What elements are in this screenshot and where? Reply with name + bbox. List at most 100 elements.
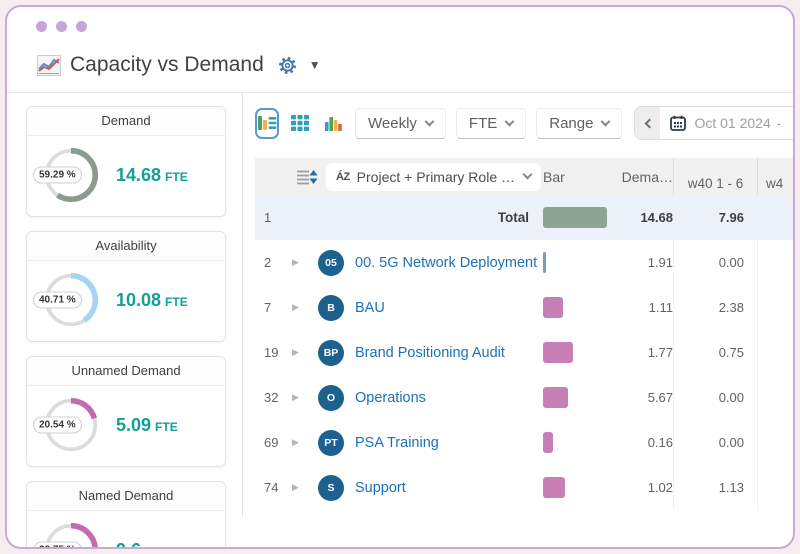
row-number: 69 [255, 420, 292, 465]
window-dot-icon[interactable] [76, 21, 87, 32]
project-badge: S [318, 475, 344, 501]
project-badge: O [318, 385, 344, 411]
demand-value: 1.02 [615, 465, 673, 510]
column-header-week41[interactable]: w4 [757, 158, 793, 195]
table-row[interactable]: 32 ▶ O Operations 5.67 0.00 [255, 375, 793, 420]
percent-badge: 38.75 % [33, 542, 82, 550]
percent-badge: 59.29 % [33, 167, 82, 184]
row-number: 32 [255, 375, 292, 420]
project-badge: BP [318, 340, 344, 366]
range-start-date[interactable]: Oct 01 2024 [694, 115, 770, 131]
project-link[interactable]: Support [355, 480, 406, 496]
demand-value: 1.77 [615, 330, 673, 375]
week40-value: 0.00 [673, 375, 757, 420]
table-header: ÁZ Project + Primary Role +… Bar Dema… w… [255, 158, 793, 195]
range-select-value: Range [549, 115, 593, 132]
table-row[interactable]: 69 ▶ PT PSA Training 0.16 0.00 [255, 420, 793, 465]
group-by-dropdown[interactable]: ÁZ Project + Primary Role +… [326, 163, 541, 191]
demand-donut-chart: 59.29 % [43, 147, 99, 203]
demand-bar [543, 432, 553, 453]
view-toggle-grid-button[interactable] [289, 108, 312, 139]
row-number: 19 [255, 330, 292, 375]
table-row-total[interactable]: 1 Total 14.68 7.96 [255, 195, 793, 240]
unnamed-demand-donut-chart: 20.54 % [43, 397, 99, 453]
week40-value: 7.96 [673, 195, 757, 240]
table-row[interactable]: 7 ▶ B BAU 1.11 2.38 [255, 285, 793, 330]
expand-caret-icon[interactable]: ▶ [292, 482, 299, 493]
view-toggle-table-chart-button[interactable] [255, 108, 279, 139]
expand-caret-icon[interactable]: ▶ [292, 302, 299, 313]
expand-caret-icon[interactable]: ▶ [292, 257, 299, 268]
availability-donut-chart: 40.71 % [43, 272, 99, 328]
summary-card-availability: Availability 40.71 % 10.08FTE [26, 231, 226, 342]
column-header-bar[interactable]: Bar [543, 158, 615, 195]
card-title: Availability [27, 232, 225, 261]
row-number: 7 [255, 285, 292, 330]
range-separator: - [771, 116, 787, 131]
range-select[interactable]: Range [536, 108, 622, 139]
demand-bar [543, 387, 568, 408]
date-range-picker[interactable]: Oct 01 2024 - No [634, 106, 795, 140]
demand-value: 1.11 [615, 285, 673, 330]
project-link[interactable]: Brand Positioning Audit [355, 345, 505, 361]
calendar-icon [670, 115, 686, 131]
expand-caret-icon[interactable]: ▶ [292, 437, 299, 448]
fte-value: 10.08FTE [116, 290, 188, 311]
settings-gear-icon[interactable] [277, 55, 298, 76]
content-area: Demand 59.29 % 14.68FTE Availability 40.… [7, 93, 793, 516]
demand-bar [543, 477, 565, 498]
percent-badge: 20.54 % [33, 417, 82, 434]
sort-order-icon[interactable] [296, 169, 318, 185]
unit-select[interactable]: FTE [456, 108, 526, 139]
column-header-demand[interactable]: Dema… [615, 158, 673, 195]
project-badge: 05 [318, 250, 344, 276]
table-row[interactable]: 2 ▶ 05 00. 5G Network Deployment 1.91 0.… [255, 240, 793, 285]
row-number: 1 [255, 195, 292, 240]
interval-select[interactable]: Weekly [355, 108, 446, 139]
card-title: Named Demand [27, 482, 225, 511]
named-demand-donut-chart: 38.75 % [43, 522, 99, 549]
line-chart-icon [37, 55, 61, 76]
summary-sidebar: Demand 59.29 % 14.68FTE Availability 40.… [7, 93, 243, 516]
demand-value: 1.91 [615, 240, 673, 285]
demand-bar [543, 342, 573, 363]
week40-value: 0.75 [673, 330, 757, 375]
fte-value: 14.68FTE [116, 165, 188, 186]
project-link[interactable]: 00. 5G Network Deployment [355, 255, 537, 271]
title-bar: Capacity vs Demand ▼ [7, 32, 793, 92]
total-bar [543, 207, 607, 228]
card-title: Demand [27, 107, 225, 136]
expand-caret-icon[interactable]: ▶ [292, 392, 299, 403]
view-toggle-bar-chart-button[interactable] [322, 108, 345, 139]
column-header-week40[interactable]: w40 1 - 6 [673, 158, 757, 195]
chevron-down-icon [522, 170, 532, 180]
table-row[interactable]: 19 ▶ BP Brand Positioning Audit 1.77 0.7… [255, 330, 793, 375]
chevron-left-icon [645, 118, 655, 128]
project-link[interactable]: BAU [355, 300, 385, 316]
demand-value: 0.16 [615, 420, 673, 465]
previous-period-button[interactable] [635, 107, 660, 139]
row-number: 74 [255, 465, 292, 510]
view-toolbar: Weekly FTE Range [255, 106, 793, 140]
project-badge: B [318, 295, 344, 321]
dropdown-caret-icon[interactable]: ▼ [309, 58, 321, 72]
demand-value: 14.68 [615, 195, 673, 240]
project-link[interactable]: Operations [355, 390, 426, 406]
table-row[interactable]: 74 ▶ S Support 1.02 1.13 [255, 465, 793, 510]
unit-select-value: FTE [469, 115, 497, 132]
week40-value: 0.00 [673, 240, 757, 285]
card-title: Unnamed Demand [27, 357, 225, 386]
window-dot-icon[interactable] [56, 21, 67, 32]
page-title: Capacity vs Demand [70, 53, 264, 77]
demand-bar [543, 297, 563, 318]
summary-card-named-demand: Named Demand 38.75 % 9.6FTE [26, 481, 226, 549]
row-number: 2 [255, 240, 292, 285]
week40-value: 2.38 [673, 285, 757, 330]
project-link[interactable]: PSA Training [355, 435, 439, 451]
expand-caret-icon[interactable]: ▶ [292, 347, 299, 358]
window-controls [7, 7, 793, 32]
interval-select-value: Weekly [368, 115, 417, 132]
window-dot-icon[interactable] [36, 21, 47, 32]
group-by-label: Project + Primary Role +… [357, 169, 517, 185]
demand-value: 5.67 [615, 375, 673, 420]
